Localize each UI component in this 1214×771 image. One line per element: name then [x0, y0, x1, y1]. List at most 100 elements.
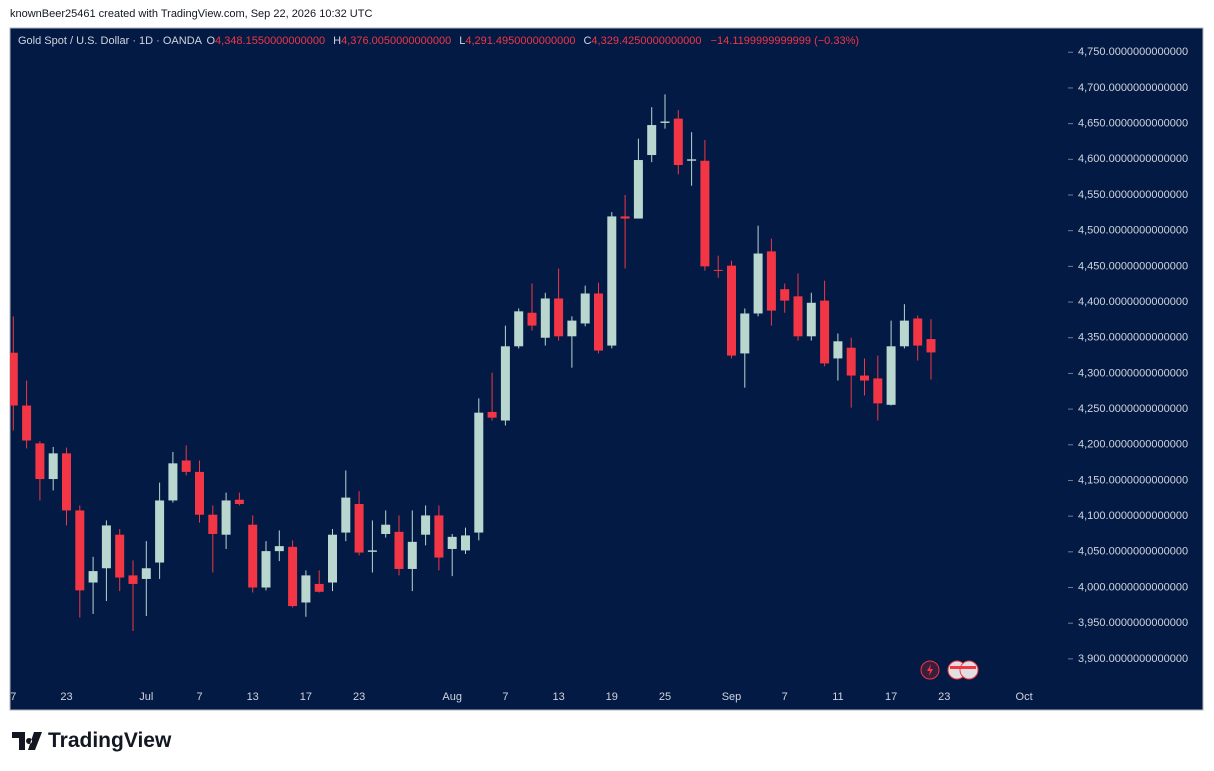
x-tick-label: Jul [139, 691, 153, 703]
candle-body [926, 339, 936, 353]
candle-body [580, 293, 590, 324]
x-tick-label: 11 [832, 691, 843, 703]
candle-body [873, 378, 883, 404]
candle-body [540, 298, 550, 338]
candle-body [594, 293, 603, 351]
ohlc-value: 4,329.4250000000000 [591, 35, 702, 47]
y-tick-label: 4,000.0000000000000 [1078, 581, 1188, 593]
logo-text: TradingView [48, 729, 172, 752]
candle-body [22, 405, 32, 441]
candle-body [633, 160, 643, 219]
y-tick-label: 4,400.0000000000000 [1078, 296, 1188, 308]
ohlc: O4,348.1550000000000 H4,376.0050000000000… [204, 35, 707, 47]
x-tick-label: 19 [606, 691, 618, 703]
y-tick-label: 4,700.0000000000000 [1078, 82, 1188, 94]
y-tick-label: 4,150.0000000000000 [1078, 474, 1188, 486]
candle-body [155, 500, 165, 563]
candle-body [687, 159, 697, 161]
x-tick-label: 13 [552, 691, 564, 703]
candle-body [75, 510, 85, 591]
candle-body [913, 318, 923, 346]
change: −14.1199999999999 (−0.33%) [710, 35, 860, 47]
x-tick-label: 7 [502, 691, 508, 703]
candle-body [407, 541, 417, 569]
candle-body [567, 320, 577, 337]
y-tick-label: 4,750.0000000000000 [1078, 46, 1188, 58]
legend-header: Gold Spot / U.S. Dollar · 1D · OANDA O4,… [18, 35, 865, 47]
x-tick-label: 23 [938, 691, 950, 703]
y-tick-label: 4,250.0000000000000 [1078, 403, 1188, 415]
ohlc-key: H [333, 35, 342, 47]
candle-body [35, 443, 45, 480]
chart-background [9, 27, 1204, 711]
y-tick-label: 4,300.0000000000000 [1078, 367, 1188, 379]
candle-body [713, 269, 723, 271]
x-tick-label: 25 [659, 691, 671, 703]
candle-body [394, 531, 404, 569]
candle-body [248, 524, 258, 588]
candle-body [195, 471, 204, 515]
candle-body [899, 320, 909, 347]
candle-body [421, 515, 431, 535]
candle-body [500, 346, 510, 421]
candle-body [274, 546, 284, 552]
candle-body [88, 571, 98, 583]
candle-body [221, 500, 231, 535]
candle-body [860, 375, 869, 381]
candle-body [301, 575, 311, 603]
candle-body [141, 568, 151, 579]
candle-body [487, 411, 497, 418]
logo-mark [12, 732, 42, 750]
candle-body [727, 265, 736, 356]
ohlc-key: C [583, 35, 592, 47]
symbol: Gold Spot / U.S. Dollar · 1D · OANDA [18, 35, 202, 47]
candle-body [10, 352, 18, 406]
candle-body [101, 525, 111, 569]
candle-body [740, 313, 750, 354]
y-tick-label: 4,600.0000000000000 [1078, 153, 1188, 165]
candle-body [381, 524, 391, 534]
x-tick-label: 7 [10, 691, 16, 703]
candle-body [62, 453, 71, 511]
ohlc-value: 4,348.1550000000000 [215, 35, 326, 47]
y-tick-label: 4,100.0000000000000 [1078, 510, 1188, 522]
candle-body [367, 550, 377, 552]
candle-body [753, 253, 763, 314]
candle-body [700, 160, 710, 267]
candle-body [806, 302, 816, 337]
candle-body [181, 460, 191, 472]
y-tick-label: 4,200.0000000000000 [1078, 439, 1188, 451]
candle-body [886, 346, 896, 405]
candle-body [434, 515, 444, 558]
candle-body [820, 300, 830, 364]
candle-body [128, 575, 138, 584]
y-tick-label: 4,350.0000000000000 [1078, 332, 1188, 344]
candle-body [607, 216, 617, 346]
candle-body [234, 499, 244, 505]
credit: knownBeer25461 created with TradingView.… [10, 8, 373, 20]
y-tick-label: 4,500.0000000000000 [1078, 225, 1188, 237]
candle-body [766, 251, 776, 311]
candle-body [673, 118, 683, 166]
candle-body [447, 536, 457, 549]
x-tick-label: 17 [300, 691, 312, 703]
candle-body [461, 535, 470, 551]
candle-body [660, 121, 670, 123]
event-icons [920, 660, 979, 680]
x-tick-label: Sep [722, 691, 742, 703]
candle-body [328, 534, 337, 583]
candle-body [514, 311, 524, 347]
y-tick-label: 4,450.0000000000000 [1078, 260, 1188, 272]
x-tick-label: 7 [782, 691, 788, 703]
x-tick-label: 7 [196, 691, 202, 703]
y-tick-label: 4,650.0000000000000 [1078, 118, 1188, 130]
candle-body [208, 514, 218, 534]
candle-body [115, 534, 125, 578]
candle-body [620, 216, 630, 219]
ohlc-key: L [459, 35, 466, 47]
x-tick-label: 13 [247, 691, 259, 703]
candle-body [341, 497, 351, 533]
x-tick-label: Oct [1016, 691, 1033, 703]
